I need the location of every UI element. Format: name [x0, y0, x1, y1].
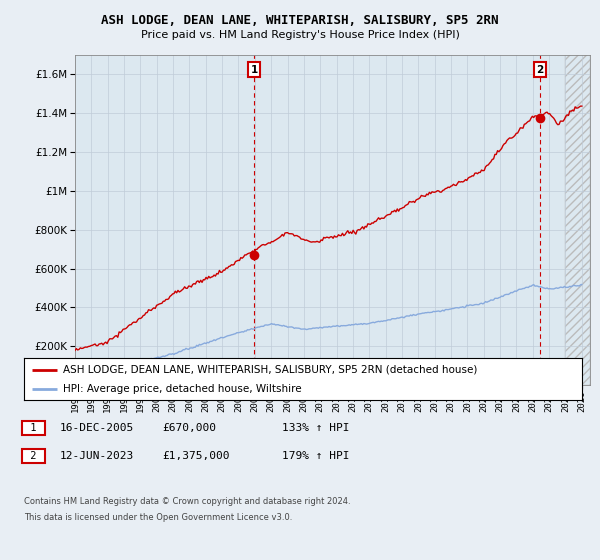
Text: Price paid vs. HM Land Registry's House Price Index (HPI): Price paid vs. HM Land Registry's House … [140, 30, 460, 40]
Text: 16-DEC-2005: 16-DEC-2005 [60, 423, 134, 433]
Text: 179% ↑ HPI: 179% ↑ HPI [282, 451, 349, 461]
Text: Contains HM Land Registry data © Crown copyright and database right 2024.: Contains HM Land Registry data © Crown c… [24, 497, 350, 506]
Text: This data is licensed under the Open Government Licence v3.0.: This data is licensed under the Open Gov… [24, 513, 292, 522]
Text: 12-JUN-2023: 12-JUN-2023 [60, 451, 134, 461]
Text: 2: 2 [24, 451, 43, 461]
Text: ASH LODGE, DEAN LANE, WHITEPARISH, SALISBURY, SP5 2RN: ASH LODGE, DEAN LANE, WHITEPARISH, SALIS… [101, 14, 499, 27]
Text: 2: 2 [536, 65, 544, 75]
Text: 133% ↑ HPI: 133% ↑ HPI [282, 423, 349, 433]
Text: ASH LODGE, DEAN LANE, WHITEPARISH, SALISBURY, SP5 2RN (detached house): ASH LODGE, DEAN LANE, WHITEPARISH, SALIS… [63, 365, 478, 375]
Text: 1: 1 [251, 65, 258, 75]
Text: HPI: Average price, detached house, Wiltshire: HPI: Average price, detached house, Wilt… [63, 384, 302, 394]
Text: £670,000: £670,000 [162, 423, 216, 433]
Text: £1,375,000: £1,375,000 [162, 451, 229, 461]
Text: 1: 1 [24, 423, 43, 433]
